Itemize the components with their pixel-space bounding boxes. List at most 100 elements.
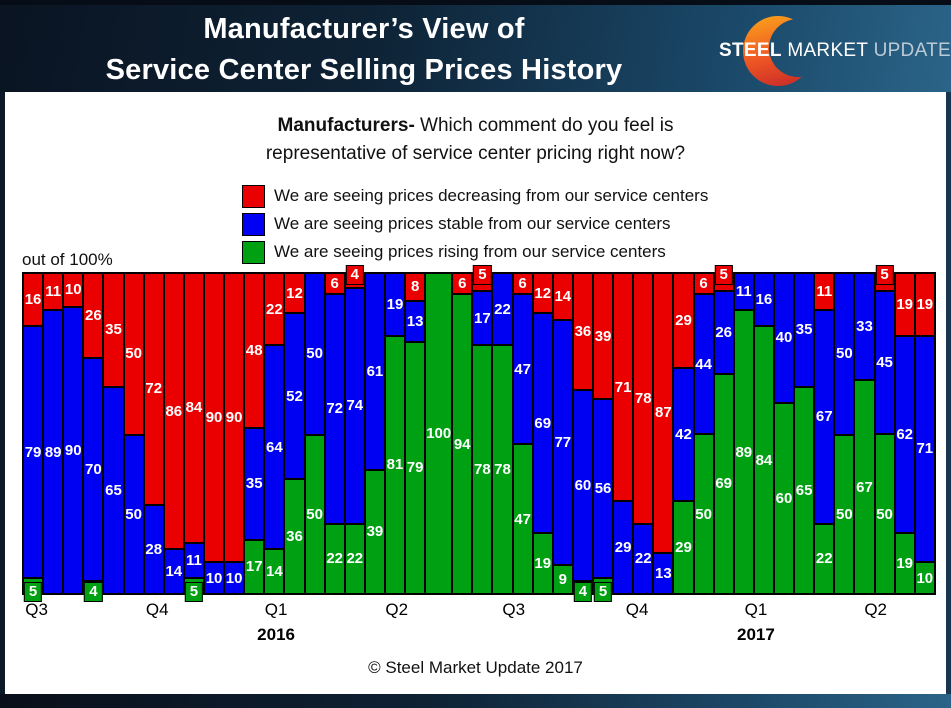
value-label: 6 xyxy=(330,275,339,293)
value-label: 79 xyxy=(406,459,424,477)
value-label: 90 xyxy=(64,441,82,459)
segment-rising: 79 xyxy=(406,340,425,593)
bar: 35 65 xyxy=(104,274,125,593)
value-label: 50 xyxy=(876,505,893,523)
segment-stable: 17 xyxy=(473,289,492,345)
segment-stable: 19 xyxy=(385,274,405,335)
bar: 50 50 xyxy=(835,274,856,593)
value-label: 22 xyxy=(266,300,283,318)
bar: 26 70 4 xyxy=(84,274,105,602)
segment-stable: 50 xyxy=(305,274,324,434)
segment-stable: 72 xyxy=(325,293,344,523)
value-label: 10 xyxy=(64,281,82,299)
segment-stable: 13 xyxy=(654,551,673,593)
segment-stable: 10 xyxy=(204,561,224,593)
value-label: 50 xyxy=(125,345,142,363)
value-chip: 5 xyxy=(714,265,733,285)
segment-stable: 61 xyxy=(365,274,384,469)
value-label: 48 xyxy=(245,342,263,360)
segment-rising: 100 xyxy=(426,274,452,593)
segment-stable: 89 xyxy=(44,309,63,593)
value-label: 33 xyxy=(856,318,873,336)
value-label: 42 xyxy=(675,425,692,443)
segment-rising: 81 xyxy=(385,334,405,593)
bar: 87 13 xyxy=(654,274,675,593)
segment-decreasing: 39 xyxy=(593,274,613,399)
segment-stable: 28 xyxy=(144,503,163,593)
x-axis-quarter: Q2 xyxy=(365,600,429,620)
segment-decreasing: 26 xyxy=(84,274,103,357)
legend-item-rising: We are seeing prices rising from our ser… xyxy=(242,240,708,264)
segment-rising: 67 xyxy=(855,379,874,593)
x-axis-quarter: Q3 xyxy=(482,600,546,620)
segment-stable: 33 xyxy=(855,274,874,380)
x-axis-quarter: Q1 2016 xyxy=(244,600,308,645)
x-axis-quarter: Q4 xyxy=(605,600,669,620)
segment-decreasing: 71 xyxy=(614,274,633,501)
segment-rising: 50 xyxy=(694,433,713,593)
value-label: 74 xyxy=(346,397,364,415)
segment-decreasing: 11 xyxy=(815,274,834,310)
value-label: 71 xyxy=(614,378,632,396)
value-label: 50 xyxy=(306,505,323,523)
value-label: 12 xyxy=(286,284,303,302)
value-label: 19 xyxy=(896,295,914,313)
bar: 71 29 xyxy=(614,274,635,593)
segment-stable: 22 xyxy=(634,522,653,593)
value-label: 44 xyxy=(695,355,712,373)
x-axis-quarter: Q1 2017 xyxy=(724,600,788,645)
value-label: 19 xyxy=(896,555,914,573)
bar: 86 14 xyxy=(164,274,185,593)
legend-label: We are seeing prices decreasing from our… xyxy=(274,186,709,205)
question-line-2: representative of service center pricing… xyxy=(265,143,686,164)
bar: 8 13 79 xyxy=(406,274,427,593)
value-label: 12 xyxy=(534,284,552,302)
value-label: 22 xyxy=(326,550,344,568)
segment-decreasing: 6 xyxy=(325,274,344,294)
segment-rising: 78 xyxy=(473,344,492,593)
bar: 78 22 xyxy=(634,274,655,593)
value-label: 65 xyxy=(795,481,813,499)
value-chip: 5 xyxy=(23,582,43,602)
value-label: 60 xyxy=(775,489,793,507)
value-label: 61 xyxy=(366,362,384,380)
segment-stable: 50 xyxy=(835,274,854,434)
segment-stable: 77 xyxy=(553,318,572,565)
logo-word-steel: STEEL xyxy=(719,40,782,61)
quarter-label: Q2 xyxy=(864,600,888,619)
value-label: 78 xyxy=(494,461,511,479)
value-label: 100 xyxy=(426,425,452,442)
segment-rising: 10 xyxy=(915,561,934,593)
value-label: 13 xyxy=(655,564,672,582)
quarter-label: Q1 xyxy=(744,600,768,619)
segment-decreasing: 86 xyxy=(164,274,183,549)
value-label: 50 xyxy=(836,505,853,523)
bar: 72 28 xyxy=(144,274,165,593)
segment-decreasing: 19 xyxy=(895,274,914,335)
value-chip: 4 xyxy=(573,582,593,602)
value-label: 22 xyxy=(634,550,652,568)
segment-stable: 50 xyxy=(124,433,143,593)
bar: 5 17 78 xyxy=(473,265,494,593)
segment-rising: 19 xyxy=(895,532,914,593)
value-label: 94 xyxy=(453,435,471,453)
segment-rising: 9 xyxy=(553,564,572,593)
segment-stable: 29 xyxy=(614,500,633,593)
value-label: 84 xyxy=(755,451,773,469)
x-axis-quarter: Q4 xyxy=(125,600,189,620)
bar: 6 94 xyxy=(453,274,474,593)
bar: 16 79 5 xyxy=(23,274,45,602)
chart-question: Manufacturers- Which comment do you feel… xyxy=(5,112,946,168)
segment-stable: 45 xyxy=(875,289,894,434)
segment-stable: 47 xyxy=(513,293,532,444)
segment-decreasing: 6 xyxy=(513,274,532,294)
value-label: 17 xyxy=(474,309,491,327)
segment-rising: 22 xyxy=(815,522,834,593)
value-label: 19 xyxy=(386,295,404,313)
value-label: 56 xyxy=(594,480,612,498)
segment-decreasing: 11 xyxy=(44,274,63,310)
value-label: 35 xyxy=(795,321,813,339)
chart-plot: 16 79 5 11 89 10 90 26 70 4 35 65 50 50 72 28 86 14 84 11 5 9… xyxy=(22,265,936,602)
chart-panel: Manufacturers- Which comment do you feel… xyxy=(5,92,946,694)
value-label: 10 xyxy=(225,569,243,587)
